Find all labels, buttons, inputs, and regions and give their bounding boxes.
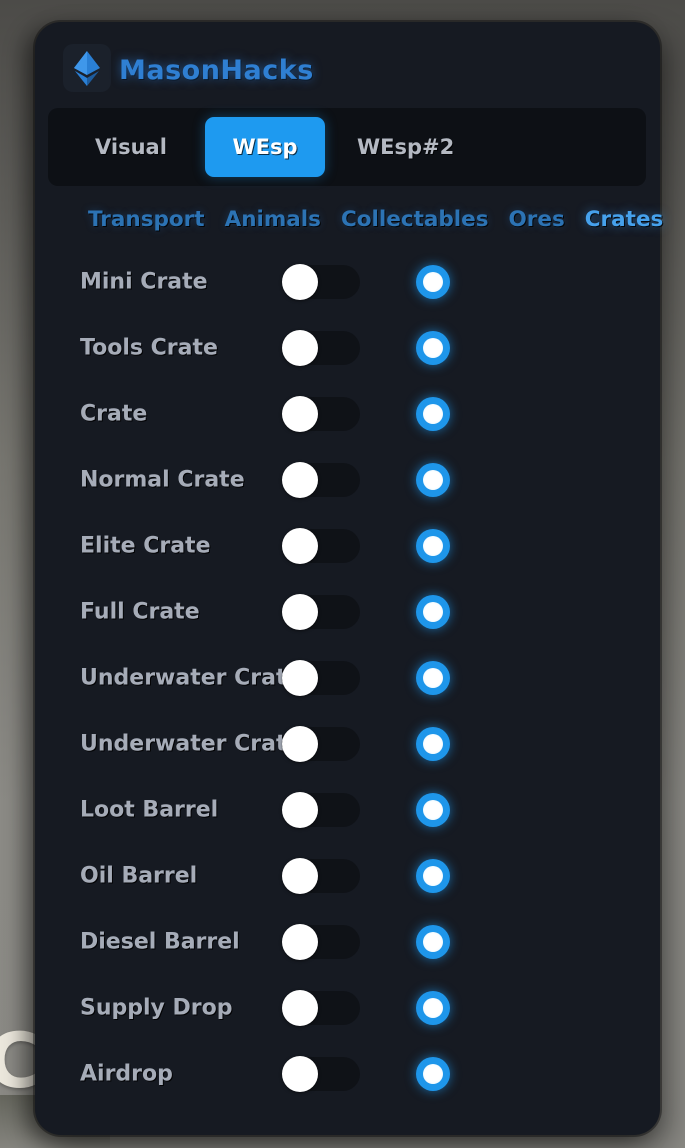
color-picker-dot[interactable] [416, 925, 450, 959]
toggle-switch[interactable] [282, 1056, 360, 1092]
toggle-switch[interactable] [282, 990, 360, 1026]
category-tab-bar: Transport Animals Collectables Ores Crat… [88, 204, 663, 234]
toggle-switch[interactable] [282, 462, 360, 498]
toggle-switch[interactable] [282, 396, 360, 432]
color-picker-dot[interactable] [416, 859, 450, 893]
color-picker-dot[interactable] [416, 397, 450, 431]
color-picker-dot[interactable] [416, 265, 450, 299]
toggle-switch[interactable] [282, 660, 360, 696]
option-row: Normal Crate [35, 447, 660, 513]
diamond-gem-icon [74, 51, 100, 86]
option-label: Airdrop [80, 1061, 173, 1087]
option-label: Tools Crate [80, 335, 218, 361]
option-label: Supply Drop [80, 995, 233, 1021]
color-picker-dot[interactable] [416, 727, 450, 761]
tab-wesp2[interactable]: WEsp#2 [357, 135, 455, 159]
toggle-knob [282, 792, 318, 828]
option-row: Tools Crate [35, 315, 660, 381]
option-row: Mini Crate [35, 249, 660, 315]
option-row: Diesel Barrel [35, 909, 660, 975]
option-row: Crate [35, 381, 660, 447]
color-picker-dot[interactable] [416, 991, 450, 1025]
color-picker-dot[interactable] [416, 793, 450, 827]
toggle-switch[interactable] [282, 528, 360, 564]
main-tab-bar: Visual WEsp WEsp#2 [48, 108, 646, 186]
color-picker-dot[interactable] [416, 1057, 450, 1091]
toggle-knob [282, 264, 318, 300]
toggle-knob [282, 396, 318, 432]
option-label: Underwater Crate [80, 731, 302, 757]
option-row: Underwater Crate [35, 711, 660, 777]
toggle-knob [282, 1056, 318, 1092]
option-label: Crate [80, 401, 148, 427]
option-label: Oil Barrel [80, 863, 198, 889]
option-row: Loot Barrel [35, 777, 660, 843]
tab-wesp[interactable]: WEsp [205, 117, 325, 177]
toggle-switch[interactable] [282, 792, 360, 828]
toggle-knob [282, 858, 318, 894]
color-picker-dot[interactable] [416, 595, 450, 629]
toggle-switch[interactable] [282, 594, 360, 630]
toggle-switch[interactable] [282, 924, 360, 960]
option-row: Supply Drop [35, 975, 660, 1041]
subtab-animals[interactable]: Animals [224, 206, 321, 232]
masonhacks-logo [63, 44, 111, 92]
toggle-knob [282, 924, 318, 960]
toggle-knob [282, 594, 318, 630]
option-row: Airdrop [35, 1041, 660, 1107]
cheat-menu-panel: MasonHacks Visual WEsp WEsp#2 Transport … [35, 22, 663, 1135]
options-list: Mini Crate Tools Crate Crate Normal Crat… [35, 249, 660, 1107]
option-label: Loot Barrel [80, 797, 219, 823]
subtab-ores[interactable]: Ores [508, 206, 565, 232]
option-label: Normal Crate [80, 467, 245, 493]
toggle-knob [282, 660, 318, 696]
option-label: Mini Crate [80, 269, 208, 295]
tab-visual[interactable]: Visual [95, 135, 167, 159]
toggle-switch[interactable] [282, 726, 360, 762]
option-row: Full Crate [35, 579, 660, 645]
option-label: Diesel Barrel [80, 929, 240, 955]
toggle-switch[interactable] [282, 264, 360, 300]
toggle-switch[interactable] [282, 330, 360, 366]
toggle-switch[interactable] [282, 858, 360, 894]
option-row: Underwater Crate [35, 645, 660, 711]
color-picker-dot[interactable] [416, 331, 450, 365]
subtab-transport[interactable]: Transport [88, 206, 205, 232]
toggle-knob [282, 990, 318, 1026]
color-picker-dot[interactable] [416, 463, 450, 497]
toggle-knob [282, 462, 318, 498]
color-picker-dot[interactable] [416, 661, 450, 695]
toggle-knob [282, 330, 318, 366]
subtab-collectables[interactable]: Collectables [340, 206, 489, 232]
option-row: Oil Barrel [35, 843, 660, 909]
option-row: Elite Crate [35, 513, 660, 579]
color-picker-dot[interactable] [416, 529, 450, 563]
app-title: MasonHacks [119, 55, 314, 86]
subtab-crates[interactable]: Crates [584, 206, 664, 232]
option-label: Elite Crate [80, 533, 211, 559]
option-label: Underwater Crate [80, 665, 302, 691]
option-label: Full Crate [80, 599, 200, 625]
toggle-knob [282, 726, 318, 762]
toggle-knob [282, 528, 318, 564]
